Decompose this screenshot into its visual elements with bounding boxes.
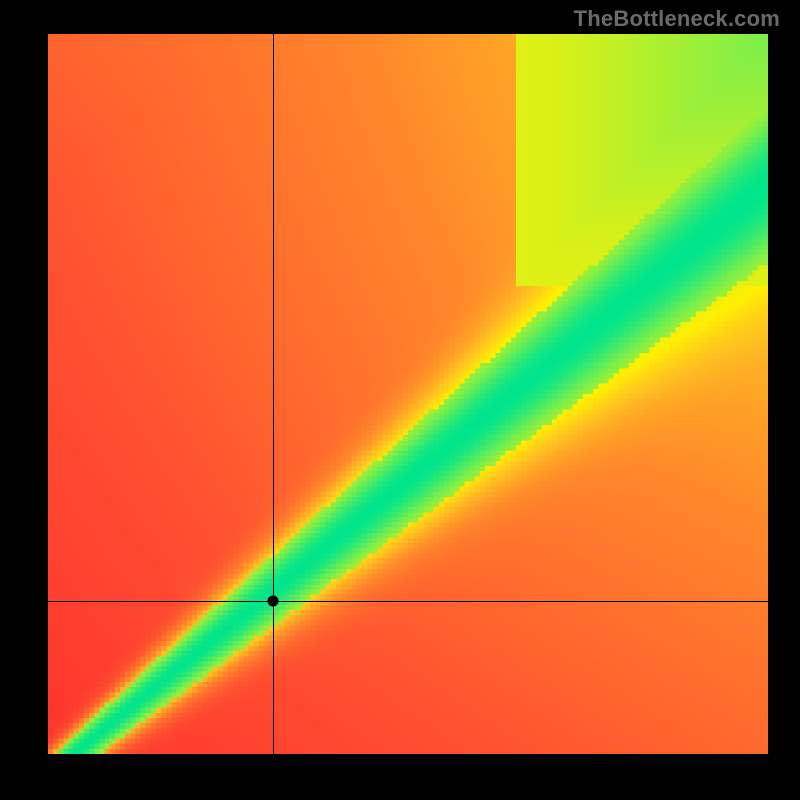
heatmap-canvas xyxy=(48,34,768,754)
watermark-text: TheBottleneck.com xyxy=(574,6,780,32)
heatmap-plot xyxy=(48,34,768,754)
crosshair-horizontal xyxy=(48,601,768,602)
crosshair-marker-dot xyxy=(267,596,278,607)
crosshair-vertical xyxy=(273,34,274,754)
